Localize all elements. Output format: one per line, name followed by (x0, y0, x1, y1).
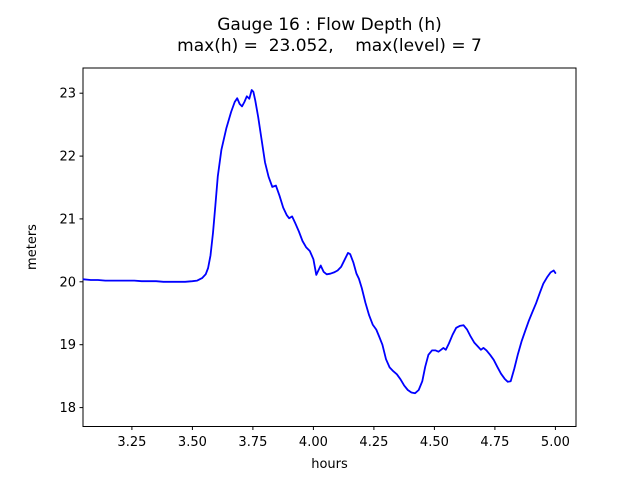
flow-depth-h-line (82, 89, 557, 395)
chart-subtitle: max(h) = 23.052, max(level) = 7 (177, 36, 482, 56)
y-tick-label: 23 (59, 87, 76, 102)
x-axis-label: hours (311, 457, 348, 472)
x-tick-label: 4.50 (420, 435, 449, 450)
x-tick-label: 3.50 (178, 435, 207, 450)
y-tick-label: 22 (59, 150, 76, 165)
x-axis-ticks: 3.25 3.50 3.75 4.00 4.25 4.50 4.75 5.00 (117, 426, 570, 450)
y-tick-label: 20 (59, 275, 76, 290)
plot-area-frame (82, 67, 577, 427)
x-tick-label: 3.25 (117, 435, 146, 450)
y-tick-label: 18 (59, 401, 76, 416)
y-tick-label: 19 (59, 338, 76, 353)
y-tick-label: 21 (59, 212, 76, 227)
x-tick-label: 3.75 (238, 435, 267, 450)
chart-title: Gauge 16 : Flow Depth (h) (217, 15, 442, 35)
x-tick-label: 5.00 (541, 435, 570, 450)
x-tick-label: 4.00 (299, 435, 328, 450)
x-tick-label: 4.25 (359, 435, 388, 450)
y-axis-label: meters (25, 224, 40, 270)
data-series (82, 89, 557, 395)
y-axis-ticks: 18 19 20 21 22 23 (59, 87, 83, 416)
x-tick-label: 4.75 (480, 435, 509, 450)
